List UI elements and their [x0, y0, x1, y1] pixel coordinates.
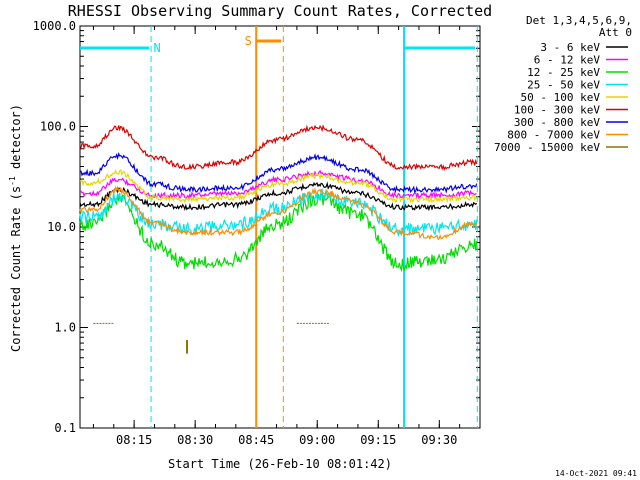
legend-entry-label: 12 - 25 keV — [527, 66, 600, 79]
x-tick-label: 09:15 — [360, 433, 396, 447]
legend-entry-label: 6 - 12 keV — [534, 54, 601, 67]
y-axis-label: Corrected Count Rate (s-1 detector) — [8, 104, 23, 352]
series-line — [79, 152, 478, 194]
timestamp: 14-Oct-2021 09:41 — [555, 469, 637, 478]
legend-entry-label: 7000 - 15000 keV — [494, 141, 600, 154]
legend-header: Det 1,3,4,5,6,9, — [526, 14, 632, 27]
series-line — [79, 124, 478, 172]
y-tick-label: 0.1 — [54, 421, 76, 435]
legend-entry-label: 100 - 300 keV — [514, 104, 600, 117]
chart-title: RHESSI Observing Summary Count Rates, Co… — [68, 2, 492, 20]
x-axis-label: Start Time (26-Feb-10 08:01:42) — [168, 457, 392, 471]
series-line — [79, 188, 478, 238]
x-tick-label: 09:00 — [299, 433, 335, 447]
series-line — [79, 168, 477, 204]
x-tick-label: 08:15 — [116, 433, 152, 447]
x-tick-label: 08:30 — [177, 433, 213, 447]
event-label: S — [245, 34, 252, 48]
legend-header: Att 0 — [599, 26, 632, 39]
y-tick-label: 10.0 — [47, 220, 76, 234]
series-line — [79, 185, 478, 241]
y-tick-label: 1.0 — [54, 321, 76, 335]
x-tick-label: 08:45 — [238, 433, 274, 447]
x-tick-label: 09:30 — [421, 433, 457, 447]
y-tick-label: 100.0 — [40, 120, 76, 134]
plot-area: 1000.0 100.0 10.0 1.0 0.1 08:15 08:30 08:45 09:0… — [33, 19, 481, 447]
legend-entry-label: 800 - 7000 keV — [507, 129, 600, 142]
y-tick-label: 1000.0 — [33, 19, 76, 33]
legend-entry-label: 50 - 100 keV — [521, 91, 601, 104]
legend-entry-label: 3 - 6 keV — [540, 41, 600, 54]
legend-entry-label: 25 - 50 keV — [527, 79, 600, 92]
legend-entry-label: 300 - 800 keV — [514, 116, 600, 129]
series-line — [79, 192, 478, 273]
series-line — [79, 181, 478, 212]
event-label: N — [153, 41, 160, 55]
series-line — [79, 169, 477, 200]
